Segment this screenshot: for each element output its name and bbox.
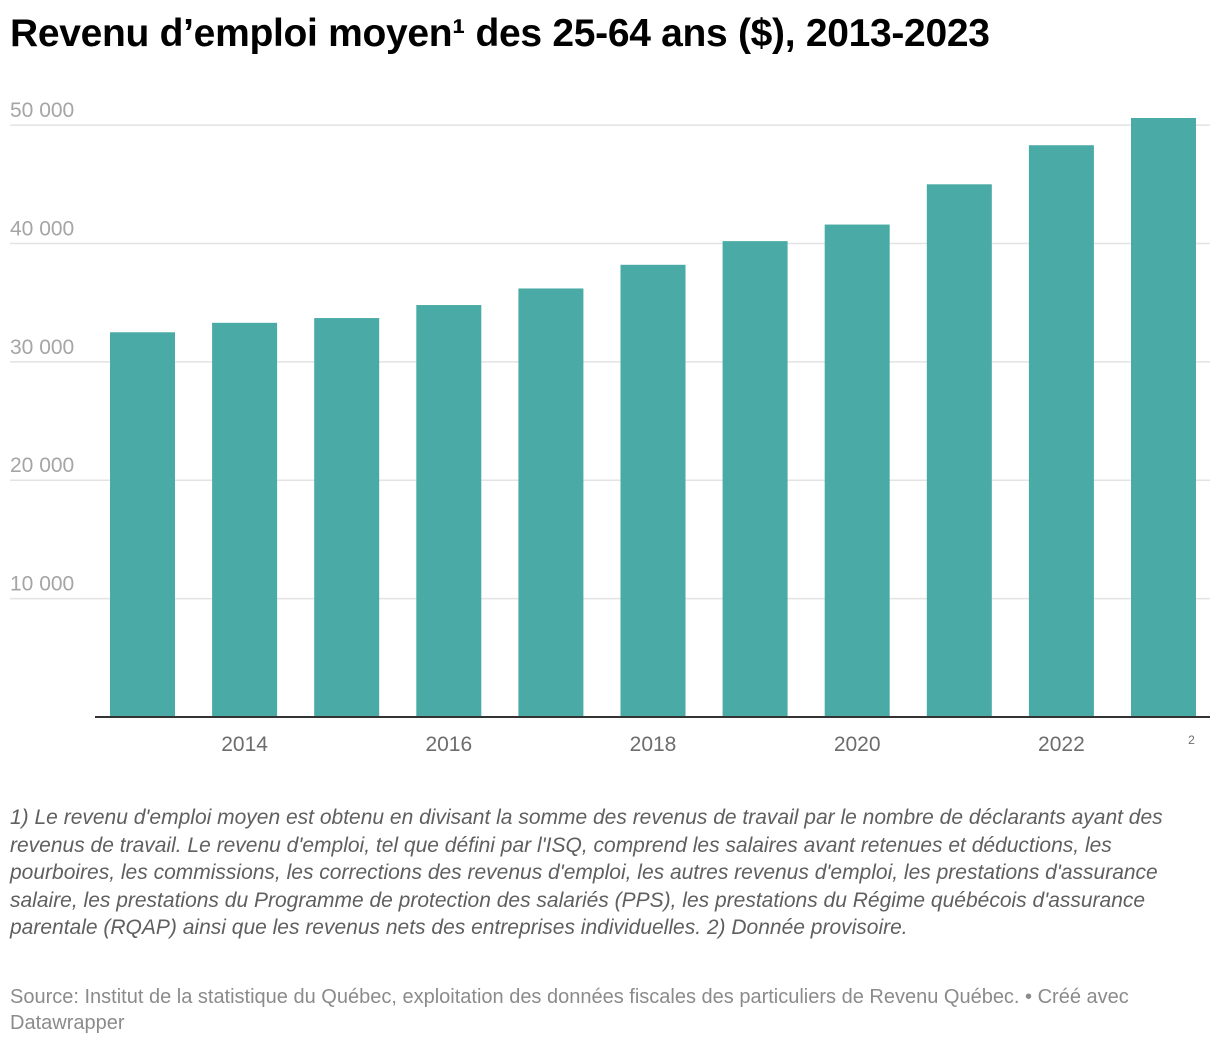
- bar-2013: [110, 332, 175, 717]
- chart-footnotes: 1) Le revenu d'emploi moyen est obtenu e…: [10, 806, 1163, 939]
- chart-source: Source: Institut de la statistique du Qu…: [10, 986, 1129, 1034]
- x-axis: 2014 2016 2018 2020 2022 2: [95, 716, 1210, 756]
- y-tick-label: 40 000: [10, 217, 74, 240]
- bar-2021: [926, 184, 992, 717]
- y-tick-label: 20 000: [10, 454, 74, 477]
- bar-2016: [416, 305, 482, 717]
- x-tick-label: 2014: [221, 733, 268, 756]
- y-tick-label: 50 000: [10, 99, 74, 122]
- bar-2020: [824, 224, 890, 717]
- bar-2014: [212, 322, 278, 717]
- x-tick-label: 2016: [425, 733, 472, 756]
- bar-2019: [722, 241, 788, 717]
- provisional-marker: 2: [1188, 733, 1195, 747]
- y-tick-label: 30 000: [10, 336, 74, 359]
- bar-2018: [620, 264, 686, 717]
- bars: [110, 118, 1196, 717]
- bar-2017: [518, 288, 584, 717]
- x-tick-label: 2022: [1038, 733, 1085, 756]
- y-tick-label: 10 000: [10, 573, 74, 596]
- bar-2015: [314, 318, 380, 717]
- x-tick-label: 2020: [834, 733, 881, 756]
- bar-2023: [1131, 118, 1196, 717]
- chart-title: Revenu d’emploi moyen¹ des 25-64 ans ($)…: [10, 12, 990, 55]
- x-tick-label: 2018: [630, 733, 677, 756]
- gridlines: 10 000 20 000 30 000 40 000 50 000: [10, 99, 1210, 600]
- bar-2022: [1028, 145, 1094, 717]
